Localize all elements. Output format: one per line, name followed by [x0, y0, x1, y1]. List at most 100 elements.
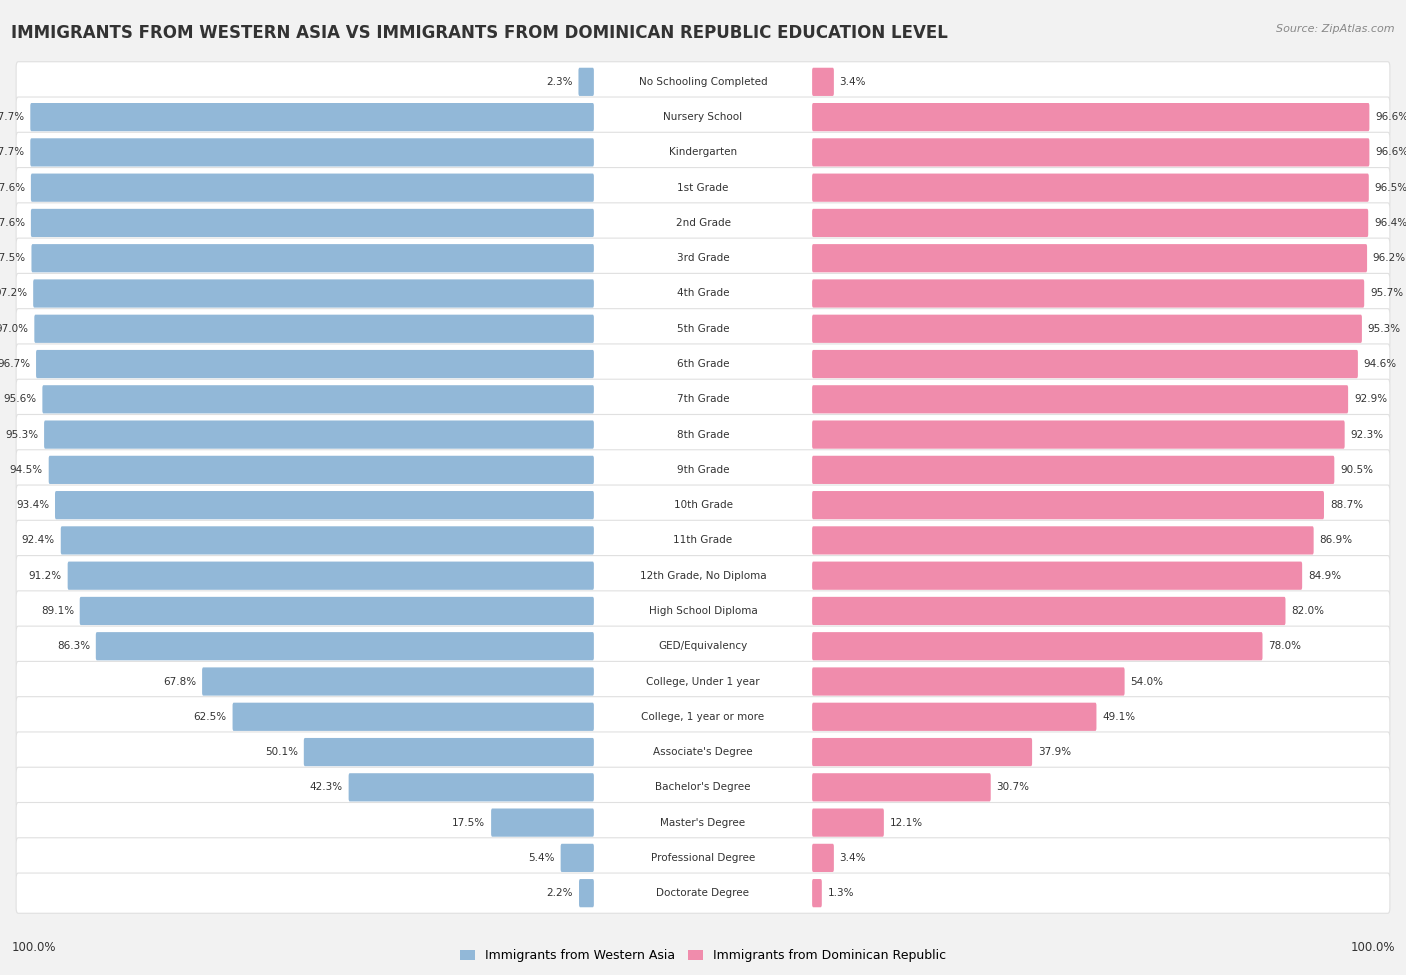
FancyBboxPatch shape [15, 203, 1391, 243]
Text: 97.5%: 97.5% [0, 254, 25, 263]
FancyBboxPatch shape [44, 420, 593, 449]
FancyBboxPatch shape [813, 526, 1313, 555]
FancyBboxPatch shape [15, 414, 1391, 454]
FancyBboxPatch shape [813, 668, 1125, 695]
FancyBboxPatch shape [15, 168, 1391, 208]
FancyBboxPatch shape [304, 738, 593, 766]
FancyBboxPatch shape [31, 209, 593, 237]
FancyBboxPatch shape [349, 773, 593, 801]
Text: 96.5%: 96.5% [1375, 182, 1406, 193]
Text: 3rd Grade: 3rd Grade [676, 254, 730, 263]
FancyBboxPatch shape [813, 244, 1367, 272]
FancyBboxPatch shape [42, 385, 593, 413]
Text: 95.7%: 95.7% [1369, 289, 1403, 298]
FancyBboxPatch shape [813, 455, 1334, 484]
Text: 78.0%: 78.0% [1268, 642, 1302, 651]
Text: 96.4%: 96.4% [1374, 218, 1406, 228]
Text: No Schooling Completed: No Schooling Completed [638, 77, 768, 87]
FancyBboxPatch shape [37, 350, 593, 378]
Text: 97.0%: 97.0% [0, 324, 28, 333]
FancyBboxPatch shape [15, 661, 1391, 702]
FancyBboxPatch shape [579, 879, 593, 908]
Text: 3.4%: 3.4% [839, 77, 866, 87]
FancyBboxPatch shape [561, 843, 593, 872]
Text: Source: ZipAtlas.com: Source: ZipAtlas.com [1277, 24, 1395, 34]
Text: 6th Grade: 6th Grade [676, 359, 730, 370]
Text: 96.6%: 96.6% [1375, 147, 1406, 157]
FancyBboxPatch shape [15, 873, 1391, 914]
Text: 67.8%: 67.8% [163, 677, 197, 686]
FancyBboxPatch shape [55, 491, 593, 520]
Text: 2nd Grade: 2nd Grade [675, 218, 731, 228]
FancyBboxPatch shape [813, 103, 1369, 132]
Text: 92.4%: 92.4% [22, 535, 55, 545]
Text: 97.2%: 97.2% [0, 289, 27, 298]
FancyBboxPatch shape [491, 808, 593, 837]
Text: 1st Grade: 1st Grade [678, 182, 728, 193]
Text: 96.2%: 96.2% [1372, 254, 1406, 263]
Text: Nursery School: Nursery School [664, 112, 742, 122]
FancyBboxPatch shape [813, 280, 1364, 307]
FancyBboxPatch shape [813, 315, 1362, 343]
Text: 5.4%: 5.4% [529, 853, 555, 863]
FancyBboxPatch shape [15, 626, 1391, 666]
FancyBboxPatch shape [813, 491, 1324, 520]
FancyBboxPatch shape [15, 309, 1391, 349]
FancyBboxPatch shape [813, 632, 1263, 660]
FancyBboxPatch shape [15, 767, 1391, 807]
Text: 89.1%: 89.1% [41, 605, 75, 616]
FancyBboxPatch shape [15, 521, 1391, 561]
Text: Master's Degree: Master's Degree [661, 818, 745, 828]
Text: 86.9%: 86.9% [1319, 535, 1353, 545]
FancyBboxPatch shape [813, 385, 1348, 413]
FancyBboxPatch shape [15, 238, 1391, 278]
Text: 94.6%: 94.6% [1364, 359, 1396, 370]
Text: 4th Grade: 4th Grade [676, 289, 730, 298]
FancyBboxPatch shape [813, 209, 1368, 237]
Text: 10th Grade: 10th Grade [673, 500, 733, 510]
Text: Kindergarten: Kindergarten [669, 147, 737, 157]
Text: 17.5%: 17.5% [453, 818, 485, 828]
Text: Bachelor's Degree: Bachelor's Degree [655, 782, 751, 793]
FancyBboxPatch shape [15, 838, 1391, 878]
FancyBboxPatch shape [813, 67, 834, 96]
Text: 91.2%: 91.2% [28, 570, 62, 581]
Text: 95.3%: 95.3% [6, 430, 38, 440]
FancyBboxPatch shape [15, 344, 1391, 384]
Text: 97.6%: 97.6% [0, 218, 25, 228]
FancyBboxPatch shape [15, 379, 1391, 419]
Text: 88.7%: 88.7% [1330, 500, 1362, 510]
Text: 49.1%: 49.1% [1102, 712, 1136, 722]
Text: 100.0%: 100.0% [11, 941, 56, 954]
FancyBboxPatch shape [15, 61, 1391, 102]
Text: 96.6%: 96.6% [1375, 112, 1406, 122]
FancyBboxPatch shape [813, 879, 821, 908]
FancyBboxPatch shape [96, 632, 593, 660]
Text: 3.4%: 3.4% [839, 853, 866, 863]
Text: GED/Equivalency: GED/Equivalency [658, 642, 748, 651]
Text: High School Diploma: High School Diploma [648, 605, 758, 616]
Text: 2.3%: 2.3% [546, 77, 572, 87]
FancyBboxPatch shape [813, 773, 991, 801]
FancyBboxPatch shape [15, 732, 1391, 772]
FancyBboxPatch shape [15, 485, 1391, 526]
FancyBboxPatch shape [34, 280, 593, 307]
FancyBboxPatch shape [813, 420, 1344, 449]
FancyBboxPatch shape [578, 67, 593, 96]
Text: 97.7%: 97.7% [0, 112, 24, 122]
Text: 8th Grade: 8th Grade [676, 430, 730, 440]
Text: 7th Grade: 7th Grade [676, 394, 730, 405]
Text: 5th Grade: 5th Grade [676, 324, 730, 333]
Text: 30.7%: 30.7% [997, 782, 1029, 793]
FancyBboxPatch shape [31, 138, 593, 167]
FancyBboxPatch shape [80, 597, 593, 625]
FancyBboxPatch shape [813, 562, 1302, 590]
Text: 62.5%: 62.5% [194, 712, 226, 722]
FancyBboxPatch shape [813, 843, 834, 872]
Text: 96.7%: 96.7% [0, 359, 31, 370]
Text: 94.5%: 94.5% [10, 465, 44, 475]
Text: 1.3%: 1.3% [828, 888, 853, 898]
Text: 95.6%: 95.6% [3, 394, 37, 405]
Text: 92.9%: 92.9% [1354, 394, 1388, 405]
FancyBboxPatch shape [15, 591, 1391, 631]
